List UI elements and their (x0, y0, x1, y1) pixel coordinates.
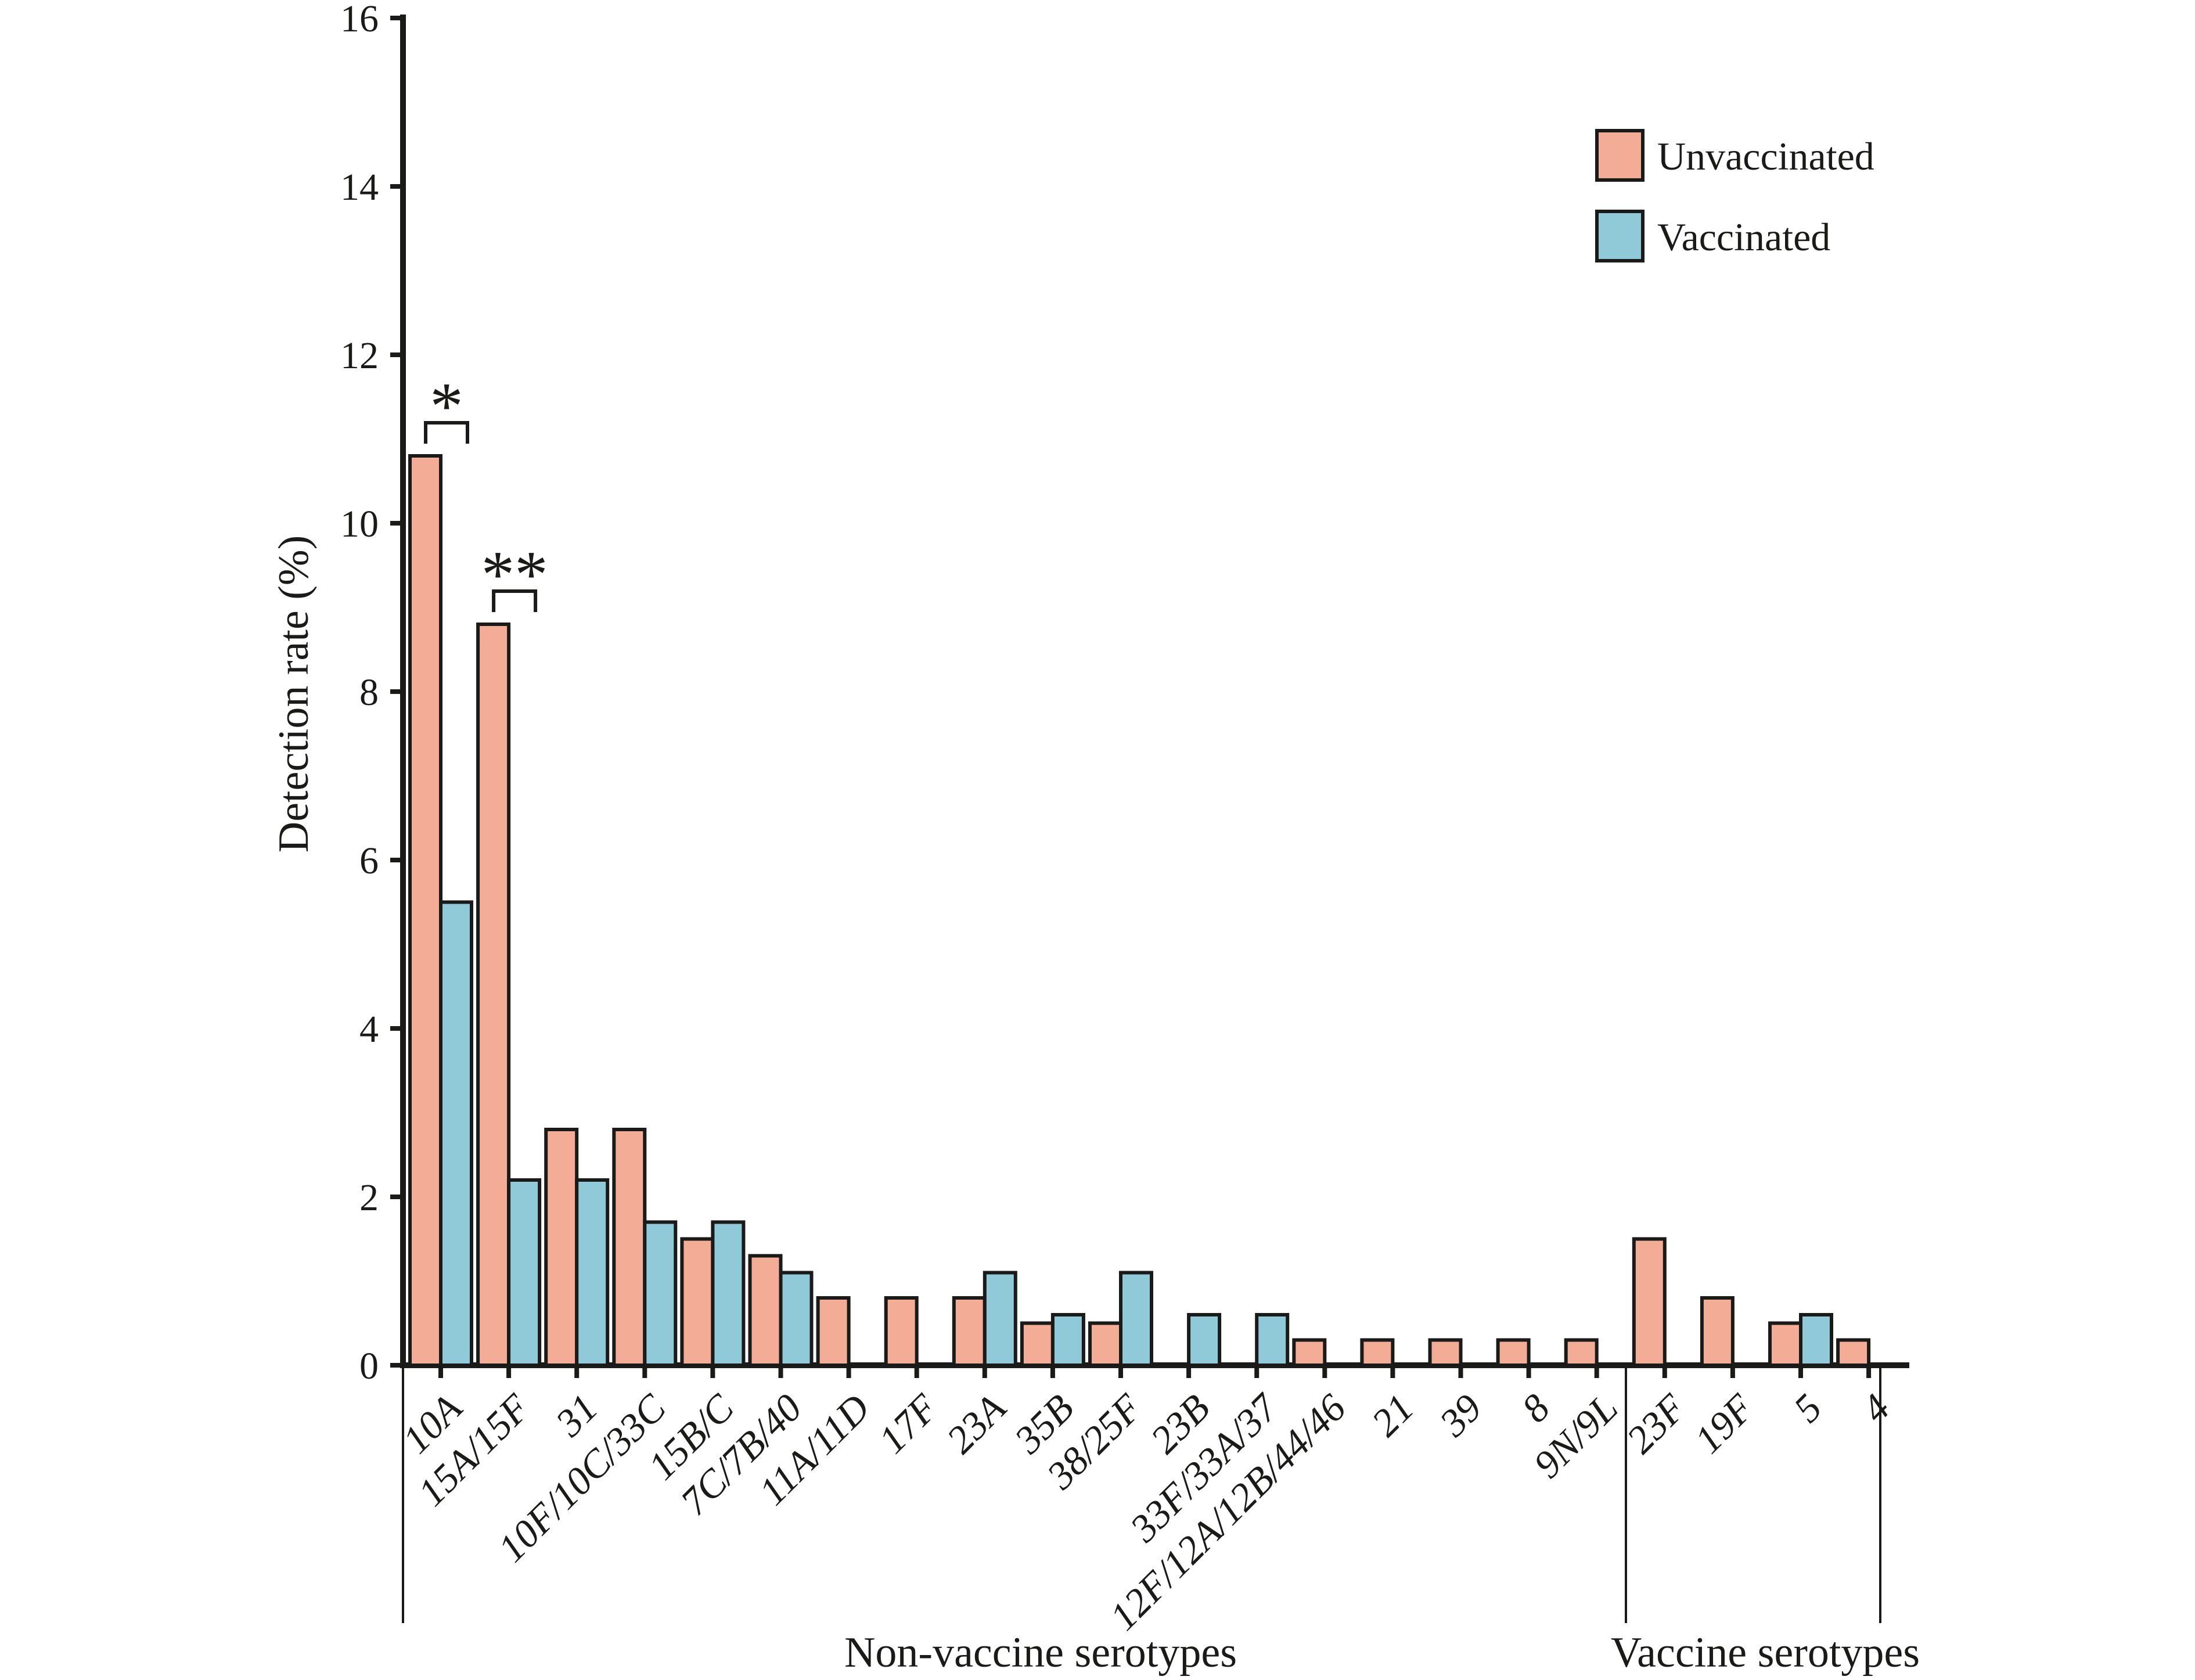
bar-vaccinated-38/25F (1119, 1271, 1153, 1367)
bar-vaccinated-15A/15F (507, 1178, 542, 1367)
x-label-39: 39 (1431, 1386, 1491, 1445)
y-tick-label-8: 8 (359, 671, 379, 714)
bar-unvaccinated-5 (1768, 1321, 1802, 1367)
x-label-21: 21 (1363, 1386, 1422, 1445)
significance-layer: *** (424, 369, 548, 612)
legend-swatch-unvaccinated (1595, 129, 1645, 182)
bar-unvaccinated-7C/7B/40 (748, 1254, 783, 1367)
bar-unvaccinated-35B (1020, 1321, 1055, 1367)
bar-vaccinated-7C/7B/40 (779, 1271, 814, 1367)
bar-unvaccinated-23F (1632, 1237, 1667, 1367)
bar-unvaccinated-10F/10C/33C (612, 1128, 647, 1367)
y-tick-label-2: 2 (359, 1177, 379, 1219)
bar-unvaccinated-11A/11D (816, 1296, 851, 1367)
y-tick-label-6: 6 (359, 840, 379, 882)
bar-unvaccinated-17F (884, 1296, 919, 1367)
bar-unvaccinated-21 (1360, 1338, 1395, 1367)
significance-bracket-15A/15F (492, 589, 538, 612)
x-label-19F: 19F (1686, 1385, 1762, 1462)
legend-label-unvaccinated: Unvaccinated (1657, 134, 1874, 178)
y-tick-label-12: 12 (340, 334, 379, 377)
y-tick-label-14: 14 (340, 166, 379, 208)
bar-unvaccinated-15B/C (680, 1237, 715, 1367)
bar-unvaccinated-19F (1700, 1296, 1735, 1367)
group-label-non-vaccine: Non-vaccine serotypes (844, 1629, 1237, 1677)
y-tick-label-10: 10 (340, 503, 379, 545)
bar-unvaccinated-23A (952, 1296, 987, 1367)
x-label-17F: 17F (870, 1385, 947, 1462)
bar-vaccinated-5 (1799, 1313, 1833, 1367)
significance-bracket-10A (424, 421, 469, 444)
significance-star-15A/15F: ** (481, 538, 548, 611)
x-label-5: 5 (1785, 1386, 1830, 1431)
bar-vaccinated-15B/C (711, 1220, 746, 1367)
x-label-4: 4 (1853, 1386, 1898, 1431)
bar-unvaccinated-9N/9L (1564, 1338, 1599, 1367)
x-label-8: 8 (1513, 1386, 1558, 1431)
bar-unvaccinated-4 (1836, 1338, 1871, 1367)
significance-star-10A: * (430, 369, 463, 443)
bar-unvaccinated-31 (544, 1128, 579, 1367)
bar-vaccinated-33F/33A/37 (1255, 1313, 1290, 1367)
legend-swatch-vaccinated (1595, 210, 1645, 262)
y-tick-label-4: 4 (359, 1008, 379, 1051)
bar-vaccinated-23B (1187, 1313, 1222, 1367)
bar-unvaccinated-38/25F (1088, 1321, 1122, 1367)
group-label-vaccine: Vaccine serotypes (1611, 1629, 1920, 1677)
bar-unvaccinated-15A/15F (476, 623, 511, 1367)
bar-vaccinated-10A (439, 900, 473, 1367)
bar-vaccinated-23A (983, 1271, 1017, 1367)
legend-label-vaccinated: Vaccinated (1657, 215, 1830, 259)
y-tick-label-16: 16 (340, 0, 379, 40)
x-label-23A: 23A (938, 1386, 1014, 1462)
bar-vaccinated-10F/10C/33C (643, 1220, 678, 1367)
bars-layer (408, 454, 1871, 1367)
x-label-23F: 23F (1618, 1385, 1694, 1462)
y-tick-label-0: 0 (359, 1345, 379, 1387)
legend: Unvaccinated Vaccinated (1595, 129, 1874, 262)
bar-vaccinated-35B (1050, 1313, 1085, 1367)
bar-unvaccinated-8 (1496, 1338, 1531, 1367)
bar-vaccinated-31 (575, 1178, 610, 1367)
y-axis-title: Detection rate (%) (270, 535, 318, 852)
bar-unvaccinated-12F/12A/12B/44/46 (1292, 1338, 1327, 1367)
bar-unvaccinated-39 (1428, 1338, 1463, 1367)
bar-unvaccinated-10A (408, 454, 442, 1367)
